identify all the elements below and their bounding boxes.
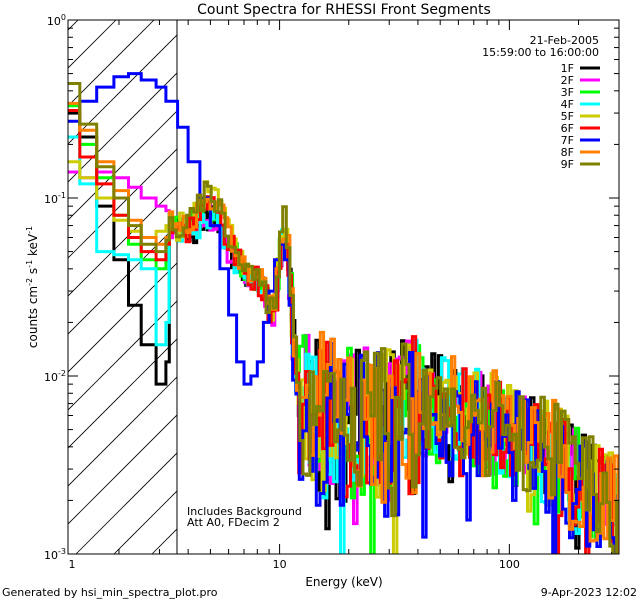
time-range-label: 15:59:00 to 16:00:00: [482, 46, 599, 59]
y-axis-label: counts cm-2 s-1 keV-1: [25, 226, 40, 348]
date-label: 21-Feb-2005: [530, 34, 599, 47]
series-layer: [68, 72, 619, 554]
legend-label-7f: 7F: [561, 134, 574, 147]
hatch-line: [68, 20, 79, 31]
chart-title: Count Spectra for RHESSI Front Segments: [197, 2, 491, 18]
x-tick-label: 100: [499, 558, 520, 571]
hatch-line: [68, 376, 177, 487]
legend-label-8f: 8F: [561, 146, 574, 159]
plot-frame: [67, 19, 620, 555]
x-tick-label: 10: [273, 558, 287, 571]
hatch-line: [68, 34, 177, 145]
legend-label-5f: 5F: [561, 110, 574, 123]
legend-label-4f: 4F: [561, 98, 574, 111]
hatch-line: [68, 262, 177, 373]
annotation-background: Includes Background: [187, 505, 302, 518]
x-tick-label: 1: [69, 558, 76, 571]
hatch-line: [68, 186, 177, 297]
legend-label-6f: 6F: [561, 122, 574, 135]
plot-timestamp: 9-Apr-2023 12:02: [541, 586, 637, 599]
legend-label-9f: 9F: [561, 158, 574, 171]
y-tick-label: 10-1: [44, 191, 66, 206]
series-9f-line: [68, 82, 619, 554]
legend-label-1f: 1F: [561, 62, 574, 75]
hatch-line: [68, 20, 155, 107]
hatch-line: [75, 452, 177, 554]
generated-by-label: Generated by hsi_min_spectra_plot.pro: [2, 586, 218, 599]
y-tick-label: 10-3: [44, 547, 66, 562]
legend-label-2f: 2F: [561, 74, 574, 87]
legend-label-3f: 3F: [561, 86, 574, 99]
annotation-attenuator: Att A0, FDecim 2: [187, 516, 280, 529]
y-tick-label: 10-2: [44, 369, 66, 384]
y-tick-label: 100: [47, 13, 66, 28]
hatch-line: [68, 414, 177, 525]
hatch-line: [0, 0, 28, 554]
axis-ticks: 1 10 100 10-3 10-2 10-1 100: [44, 13, 620, 571]
x-axis-label: Energy (keV): [305, 575, 382, 589]
hatch-line: [68, 148, 177, 259]
